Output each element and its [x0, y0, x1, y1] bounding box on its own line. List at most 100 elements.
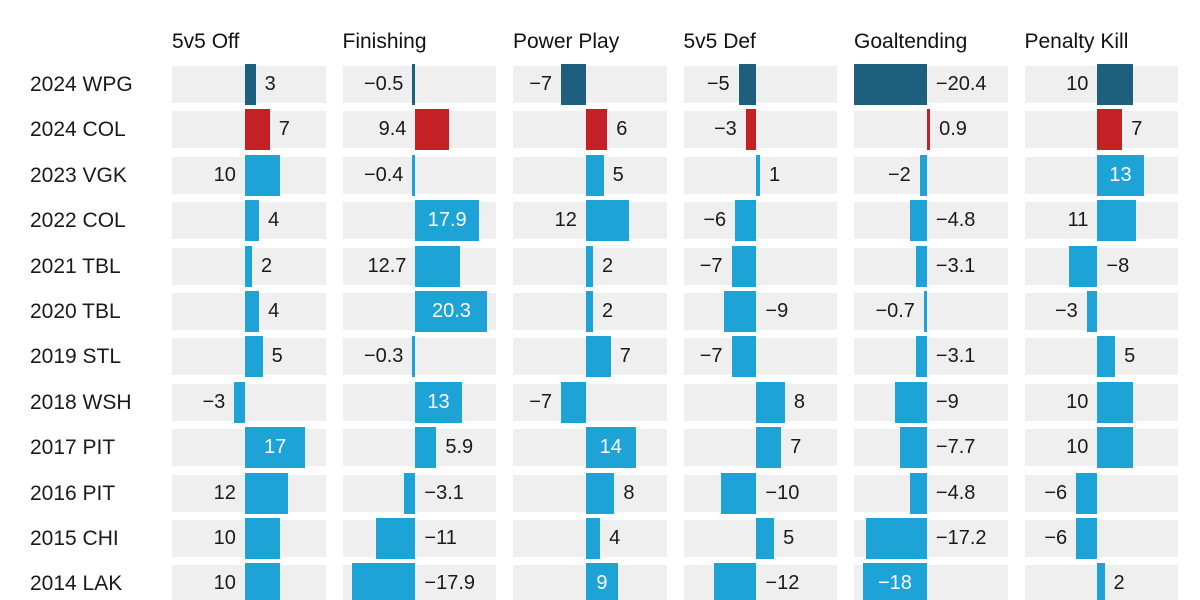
row-label-2023-vgk: 2023 VGK: [30, 163, 127, 187]
chart-cell: 10: [172, 517, 326, 565]
chart-cell: −4.8: [854, 200, 1008, 247]
chart-cell: −0.7: [854, 290, 1008, 338]
row-label-2021-tbl: 2021 TBL: [30, 254, 121, 278]
value-label: 9: [596, 572, 608, 595]
value-bar: [585, 427, 636, 469]
value-label: 4: [609, 526, 621, 549]
chart-cell: −8: [1024, 245, 1178, 293]
value-label: −11: [424, 526, 457, 549]
chart-cell: 9: [513, 563, 667, 600]
chart-cell: −6: [683, 200, 837, 247]
value-label: −5: [706, 73, 730, 95]
chart-cell: −6: [1024, 517, 1178, 565]
value-label: −6: [703, 209, 727, 232]
value-bar: [731, 336, 757, 378]
header-spacer: [0, 0, 155, 66]
value-label: −4.8: [935, 481, 976, 504]
value-bar: [244, 472, 288, 514]
chart-cell: 5.9: [342, 427, 496, 474]
cell-band: [342, 66, 496, 103]
value-label: 5: [271, 345, 283, 368]
value-bar: [756, 427, 782, 469]
value-bar: [412, 64, 416, 105]
value-label: −17.2: [935, 526, 987, 549]
chart-cell: 7: [683, 427, 837, 474]
value-bar: [244, 109, 270, 151]
cell-band: [854, 202, 1008, 240]
value-label: 7: [278, 118, 290, 141]
value-label: −6: [1044, 481, 1068, 504]
cell-band: [854, 429, 1008, 467]
row-label-2024-wpg: 2024 WPG: [30, 73, 133, 96]
column-header-5: Goaltending: [854, 30, 968, 53]
value-bar: [1069, 245, 1098, 287]
value-label: −0.5: [363, 73, 404, 95]
value-label: −17.9: [424, 572, 476, 595]
value-label: 17.9: [427, 209, 467, 232]
value-label: 12: [554, 209, 577, 232]
value-bar: [1097, 109, 1123, 151]
value-bar: [909, 200, 927, 242]
chart-cell: 4: [513, 517, 667, 565]
cell-band: [1024, 519, 1178, 557]
value-bar: [1076, 517, 1098, 559]
value-bar: [244, 517, 281, 559]
cell-band: [683, 66, 837, 103]
column-header-6: Penalty Kill: [1024, 30, 1129, 53]
chart-cell: 14: [513, 427, 667, 474]
value-label: 5.9: [445, 436, 474, 459]
column-header-2: Finishing: [342, 30, 427, 53]
chart-cell: −20.4: [854, 64, 1008, 111]
value-label: 2: [1113, 572, 1125, 595]
chart-cell: −12: [683, 563, 837, 600]
chart-cell: 4: [172, 200, 326, 247]
chart-cell: 20.3: [342, 290, 496, 338]
value-bar: [585, 336, 611, 378]
chart-cell: −2: [854, 154, 1008, 202]
cell-band: [172, 383, 326, 421]
value-label: 6: [616, 118, 628, 141]
value-bar: [244, 154, 281, 196]
row-label-2014-lak: 2014 LAK: [30, 572, 123, 596]
value-label: −3: [713, 118, 737, 141]
value-label: −20.4: [935, 73, 987, 95]
value-bar: [585, 154, 604, 196]
value-label: −6: [1044, 526, 1068, 549]
value-bar: [926, 109, 931, 151]
cell-band: [854, 247, 1008, 285]
chart-cell: 10: [1024, 381, 1178, 429]
chart-cell: −3: [172, 381, 326, 429]
chart-cell: 2: [513, 290, 667, 338]
value-bar: [899, 427, 927, 469]
value-label: −0.3: [363, 345, 404, 368]
row-label-2024-col: 2024 COL: [30, 118, 126, 142]
chart-cell: −6: [1024, 472, 1178, 520]
value-bar: [585, 290, 593, 332]
value-bar: [1097, 64, 1133, 105]
value-label: −3.1: [935, 254, 976, 277]
value-bar: [244, 64, 256, 105]
cell-band: [342, 338, 496, 376]
value-bar: [915, 245, 927, 287]
row-label-2020-tbl: 2020 TBL: [30, 299, 121, 323]
value-label: 12.7: [367, 254, 407, 277]
value-bar: [561, 381, 586, 423]
chart-cell: 4: [172, 290, 326, 338]
value-bar: [1086, 290, 1098, 332]
value-bar: [894, 381, 927, 423]
value-label: 9.4: [378, 118, 407, 141]
value-bar: [585, 109, 608, 151]
value-bar: [720, 472, 757, 514]
chart-cell: −7: [513, 64, 667, 111]
cell-band: [342, 156, 496, 194]
chart-cell: 12: [172, 472, 326, 520]
chart-cell: −0.3: [342, 336, 496, 383]
value-label: 13: [1109, 163, 1132, 186]
value-label: 11: [1067, 209, 1089, 232]
chart-cell: −0.5: [342, 64, 496, 111]
chart-cell: −9: [854, 381, 1008, 429]
chart-cell: 2: [172, 245, 326, 293]
column-header-4: 5v5 Def: [683, 30, 756, 53]
value-bar: [415, 290, 488, 332]
chart-cell: 1: [683, 154, 837, 202]
